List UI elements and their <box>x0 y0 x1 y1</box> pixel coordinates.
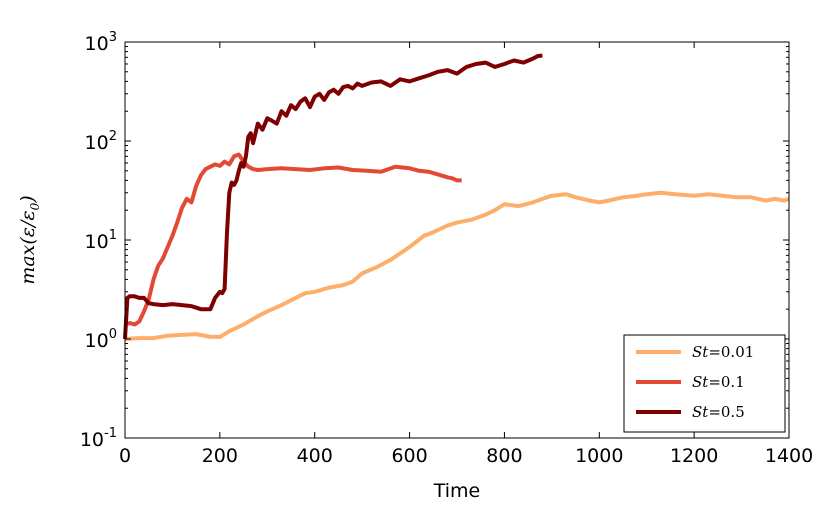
y-label-fn: max <box>17 244 39 284</box>
x-axis-label: Time <box>433 480 481 502</box>
y-tick-label: 103 <box>85 30 117 55</box>
ticks-layer: 0 200 400 600 800 1000 1200 1400 10-1 100 101 102 10… <box>80 30 813 467</box>
legend-label-2: St=0.5 <box>692 403 745 421</box>
legend-label-1: St=0.1 <box>692 373 745 391</box>
x-tick-label: 400 <box>297 445 333 467</box>
x-tick-label: 0 <box>119 445 131 467</box>
x-tick-label: 1400 <box>765 445 813 467</box>
y-label-den-sub: 0 <box>28 202 42 210</box>
y-label-num: ε <box>17 227 39 237</box>
x-tick-label: 800 <box>486 445 522 467</box>
series-line-0 <box>124 190 790 341</box>
legend-label-0: St=0.01 <box>692 343 754 361</box>
series-layer <box>123 53 790 341</box>
svg-text:max(ε/ε0): max(ε/ε0) <box>17 195 42 284</box>
x-tick-label: 1000 <box>575 445 623 467</box>
y-tick-label: 101 <box>85 228 117 253</box>
y-label-den: ε <box>17 210 39 220</box>
y-tick-label: 100 <box>85 327 117 352</box>
x-tick-label: 1200 <box>670 445 718 467</box>
series-line-1 <box>124 152 462 327</box>
y-tick-label: 102 <box>85 129 117 154</box>
series-line-2 <box>123 53 543 340</box>
x-tick-label: 200 <box>202 445 238 467</box>
legend: St=0.01 St=0.1 St=0.5 <box>623 334 786 433</box>
y-tick-label: 10-1 <box>80 426 117 451</box>
x-tick-label: 600 <box>391 445 427 467</box>
y-axis-label: max(ε/ε0) <box>17 195 42 284</box>
